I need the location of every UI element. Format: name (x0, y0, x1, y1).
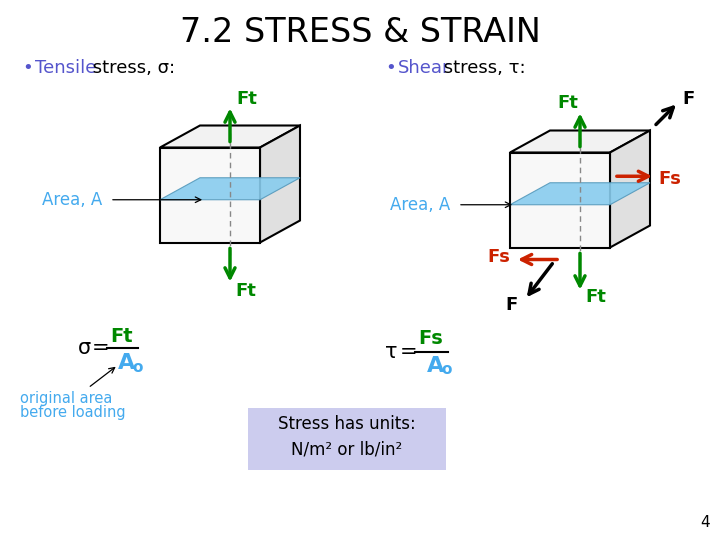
Polygon shape (160, 125, 300, 147)
Text: Ft: Ft (111, 327, 133, 346)
Polygon shape (510, 152, 610, 247)
Text: o: o (441, 362, 451, 377)
Text: Shear: Shear (398, 59, 451, 77)
Text: σ: σ (78, 338, 91, 358)
Text: Fs: Fs (418, 329, 444, 348)
Polygon shape (160, 147, 260, 242)
Text: Fs: Fs (487, 248, 510, 267)
Text: A: A (118, 353, 135, 373)
Text: Fs: Fs (658, 170, 681, 188)
FancyBboxPatch shape (248, 408, 446, 470)
Text: •: • (22, 59, 32, 77)
Text: F: F (682, 90, 694, 107)
Text: Area, A: Area, A (42, 191, 102, 209)
Text: τ: τ (385, 342, 397, 362)
Text: Ft: Ft (557, 93, 578, 111)
Polygon shape (510, 131, 650, 152)
Text: 7.2 STRESS & STRAIN: 7.2 STRESS & STRAIN (179, 16, 541, 49)
Polygon shape (610, 131, 650, 247)
Text: stress, τ:: stress, τ: (438, 59, 526, 77)
Text: Ft: Ft (235, 281, 256, 300)
Polygon shape (510, 183, 650, 205)
Text: A: A (427, 356, 444, 376)
Text: stress, σ:: stress, σ: (87, 59, 175, 77)
Text: Tensile: Tensile (35, 59, 96, 77)
Text: Ft: Ft (585, 288, 606, 307)
Text: =: = (400, 342, 418, 362)
Text: original area: original area (20, 390, 112, 406)
Text: Area, A: Area, A (390, 195, 450, 214)
Text: o: o (132, 360, 143, 375)
Text: Stress has units:: Stress has units: (278, 415, 416, 433)
Text: =: = (92, 338, 109, 358)
Text: Ft: Ft (236, 91, 257, 109)
Polygon shape (260, 125, 300, 242)
Text: before loading: before loading (20, 406, 125, 421)
Text: F: F (505, 296, 518, 314)
Polygon shape (160, 178, 300, 200)
Text: •: • (385, 59, 396, 77)
Text: 4: 4 (701, 515, 710, 530)
Text: N/m² or lb/in²: N/m² or lb/in² (292, 441, 402, 459)
